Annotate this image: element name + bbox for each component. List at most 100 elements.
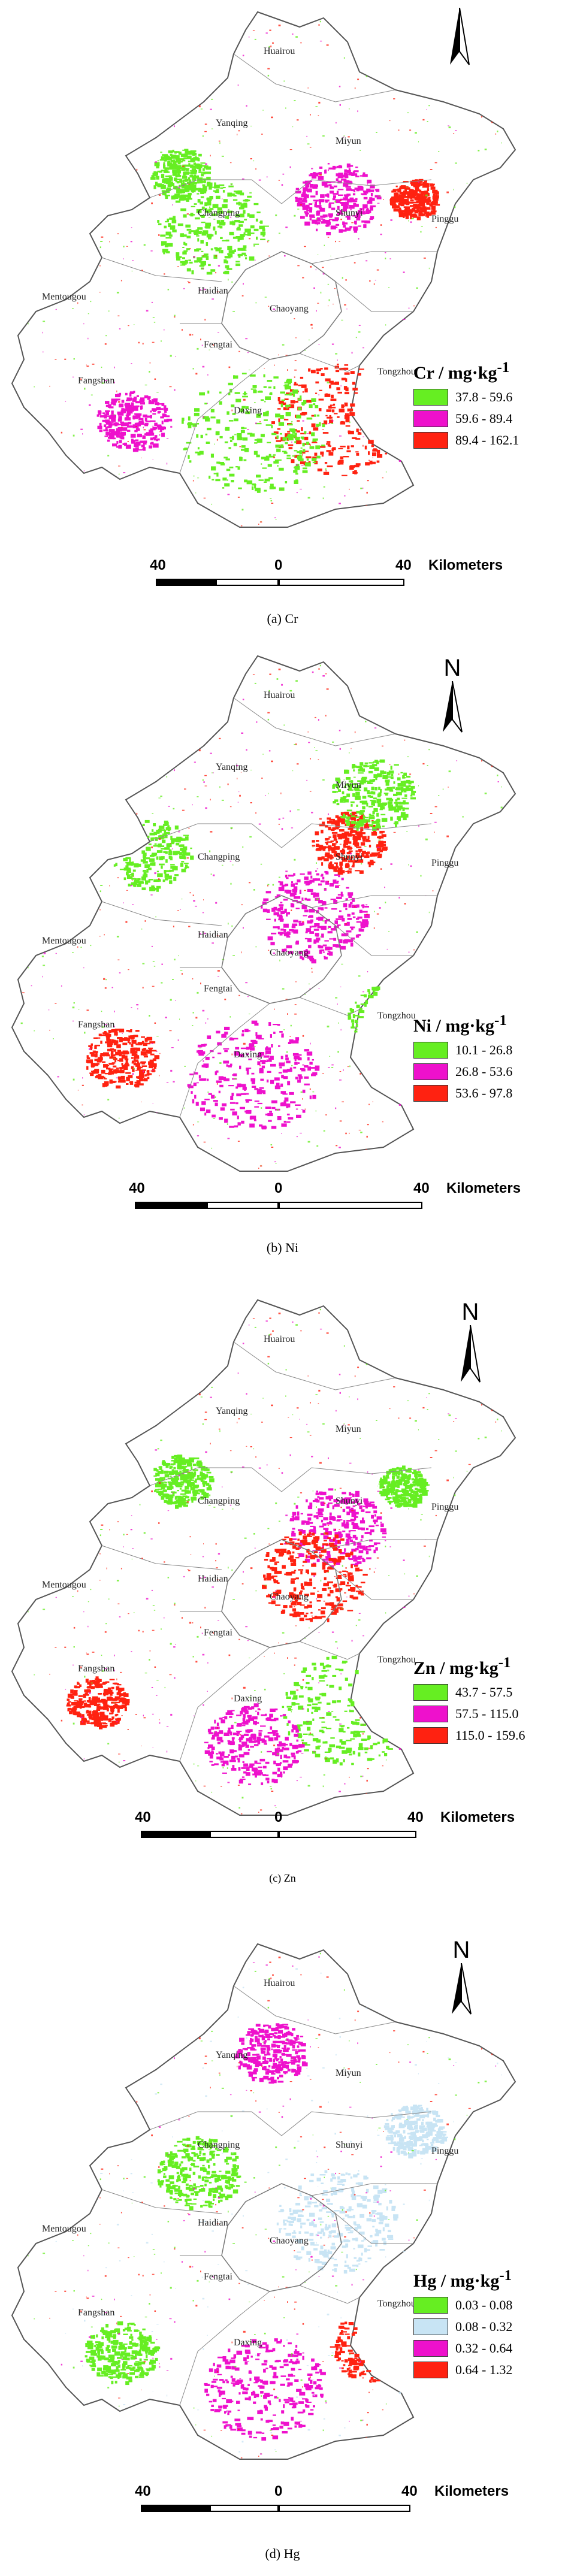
north-arrow: N xyxy=(443,1299,497,1388)
raster-patches xyxy=(28,1952,502,2459)
legend-item: 115.0 - 159.6 xyxy=(413,1727,563,1744)
district-label: Yanqing xyxy=(216,2050,248,2060)
district-label: Huairou xyxy=(264,1334,295,1344)
district-label: Shunyi xyxy=(336,208,363,218)
scale-segment-3 xyxy=(279,1831,416,1838)
district-label: Chaoyang xyxy=(270,2236,309,2246)
legend-label: 59.6 - 89.4 xyxy=(455,411,513,426)
scale-unit-label: Kilometers xyxy=(434,2483,509,2499)
legend-label: 115.0 - 159.6 xyxy=(455,1728,525,1743)
district-label: Mentougou xyxy=(42,1580,86,1590)
legend-label: 0.03 - 0.08 xyxy=(455,2297,513,2312)
legend-swatch xyxy=(413,1684,448,1701)
panel-cr: Huairou Yanqing Miyun Changping Shunyi Pinggu… xyxy=(0,0,565,644)
district-label: Miyun xyxy=(336,136,361,146)
legend: Hg / mg·kg-1 0.03 - 0.08 0.08 - 0.32 0.32 … xyxy=(413,2267,563,2383)
district-label: Fengtai xyxy=(204,984,233,994)
north-label: N xyxy=(461,1299,479,1325)
district-label: Haidian xyxy=(198,1574,228,1584)
urban-core-boundary xyxy=(221,2183,342,2292)
scale-center-label: 0 xyxy=(274,2483,283,2499)
north-arrow-icon xyxy=(450,7,470,65)
north-arrow-icon xyxy=(452,1963,472,2015)
scale-segment-1 xyxy=(141,2505,210,2512)
legend-label: 57.5 - 115.0 xyxy=(455,1706,519,1721)
scale-segment-1 xyxy=(135,1202,207,1209)
raster-patches xyxy=(28,1308,502,1815)
caption: (d) Hg xyxy=(265,2546,300,2561)
scale-segment-2 xyxy=(210,2505,279,2512)
legend-label: 26.8 - 53.6 xyxy=(455,1064,513,1079)
legend-title: Cr / mg·kg-1 xyxy=(413,359,510,383)
district-label: Fengtai xyxy=(204,340,233,350)
legend-swatch xyxy=(413,432,448,449)
legend-swatch xyxy=(413,1727,448,1744)
legend: Cr / mg·kg-1 37.8 - 59.6 59.6 - 89.4 89.4 … xyxy=(413,359,563,453)
legend-title: Ni / mg·kg-1 xyxy=(413,1012,507,1036)
district-label: Fangshan xyxy=(78,1020,114,1030)
district-label: Chaoyang xyxy=(270,1592,309,1602)
scale-segment-2 xyxy=(207,1202,279,1209)
district-label: Shunyi xyxy=(336,1496,363,1506)
legend-item: 59.6 - 89.4 xyxy=(413,410,563,428)
district-label: Tongzhou xyxy=(377,1011,416,1021)
district-borders xyxy=(101,53,437,474)
panel-ni: Huairou Yanqing Miyun Changping Shunyi Pinggu… xyxy=(0,644,565,1288)
scale-segment-2 xyxy=(210,1831,279,1838)
scale-bar: 40 0 40 Kilometers xyxy=(135,1809,557,1845)
scale-bar: 40 0 40 Kilometers xyxy=(138,557,557,593)
district-label: Yanqing xyxy=(216,118,248,128)
legend-label: 0.08 - 0.32 xyxy=(455,2319,513,2334)
north-arrow-icon xyxy=(461,1325,481,1383)
district-label: Daxing xyxy=(234,406,262,416)
district-label: Pinggu xyxy=(431,214,458,224)
legend-label: 89.4 - 162.1 xyxy=(455,433,519,448)
legend-item: 43.7 - 57.5 xyxy=(413,1683,563,1701)
district-label: Daxing xyxy=(234,1050,262,1060)
scale-segment-3 xyxy=(279,2505,410,2512)
district-label: Daxing xyxy=(234,2338,262,2348)
district-label: Miyun xyxy=(336,780,361,790)
legend-item: 10.1 - 26.8 xyxy=(413,1041,563,1059)
north-label: N xyxy=(452,1937,470,1963)
district-label: Haidian xyxy=(198,286,228,296)
district-borders xyxy=(101,697,437,1118)
district-label: Mentougou xyxy=(42,292,86,302)
legend: Zn / mg·kg-1 43.7 - 57.5 57.5 - 115.0 115.… xyxy=(413,1655,563,1748)
scale-right-label: 40 xyxy=(413,1180,430,1196)
legend-item: 0.32 - 0.64 xyxy=(413,2339,563,2357)
scale-right-label: 40 xyxy=(401,2483,418,2499)
district-label: Chaoyang xyxy=(270,948,309,958)
north-label: N xyxy=(443,655,461,681)
caption: (c) Zn xyxy=(269,1872,296,1884)
scale-center-label: 0 xyxy=(274,1809,283,1825)
legend-item: 26.8 - 53.6 xyxy=(413,1063,563,1081)
district-label: Changping xyxy=(198,2140,240,2150)
district-label: Changping xyxy=(198,208,240,218)
north-arrow-icon xyxy=(443,681,463,733)
legend-title: Zn / mg·kg-1 xyxy=(413,1655,511,1678)
district-label: Huairou xyxy=(264,1978,295,1988)
raster-patches xyxy=(28,20,502,527)
legend-item: 89.4 - 162.1 xyxy=(413,431,563,449)
legend-swatch xyxy=(413,2362,448,2378)
district-label: Miyun xyxy=(336,1424,361,1434)
legend-swatch xyxy=(413,2318,448,2335)
district-label: Huairou xyxy=(264,46,295,56)
beijing-map-ni: Huairou Yanqing Miyun Changping Shunyi Pinggu… xyxy=(11,655,516,1172)
raster-patches xyxy=(20,664,503,1169)
legend-swatch xyxy=(413,389,448,406)
scale-right-label: 40 xyxy=(407,1809,424,1825)
district-labels: Huairou Yanqing Miyun Changping Shunyi Pinggu… xyxy=(42,1978,458,2348)
legend-item: 53.6 - 97.8 xyxy=(413,1084,563,1102)
district-label: Mentougou xyxy=(42,2224,86,2234)
beijing-map-cr: Huairou Yanqing Miyun Changping Shunyi Pinggu… xyxy=(11,11,516,528)
legend-swatch xyxy=(413,1706,448,1722)
scale-unit-label: Kilometers xyxy=(428,557,503,573)
district-label: Chaoyang xyxy=(270,304,309,314)
scale-bar: 40 0 40 Kilometers xyxy=(129,1180,557,1216)
legend-label: 0.64 - 1.32 xyxy=(455,2362,513,2377)
scale-unit-label: Kilometers xyxy=(440,1809,515,1825)
panel-zn: Huairou Yanqing Miyun Changping Shunyi Pinggu… xyxy=(0,1288,565,1932)
legend-swatch xyxy=(413,1063,448,1080)
